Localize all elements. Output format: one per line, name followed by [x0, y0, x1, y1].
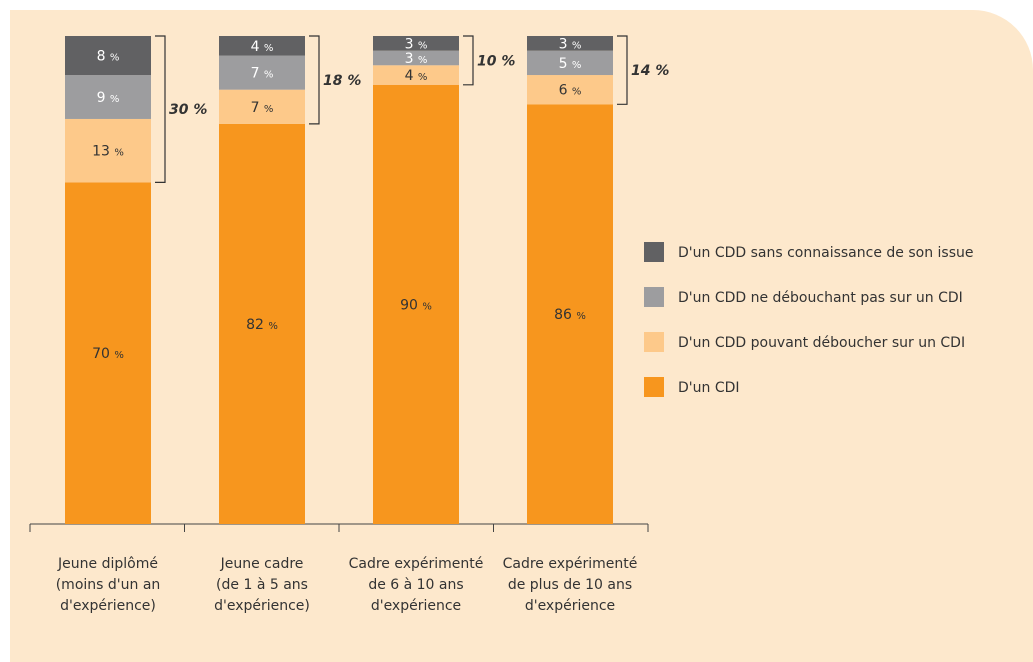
category-label: Jeune diplômé: [57, 556, 158, 572]
bar-segment: [65, 118, 151, 183]
bar-segment: [373, 65, 459, 85]
bar-value-label: 82 %: [246, 317, 278, 333]
category-label: Cadre expérimenté: [349, 556, 484, 572]
bar-value-label: 4 %: [405, 68, 428, 84]
bar-value-label: 90 %: [400, 297, 432, 313]
bracket: [463, 35, 474, 86]
category-label: de plus de 10 ans: [508, 577, 632, 593]
bar-value-label: 3 %: [405, 51, 428, 67]
bar-segment: [527, 36, 613, 51]
category-label: d'expérience: [371, 598, 461, 614]
category-label: Cadre expérimenté: [503, 556, 638, 572]
bar-value-label: 7 %: [251, 66, 274, 82]
bracket-total-label: 18 %: [323, 73, 361, 89]
category-label: de 6 à 10 ans: [368, 577, 463, 593]
bar-value-label: 7 %: [251, 100, 274, 116]
bar-segment: [373, 36, 459, 51]
legend-swatch: [644, 242, 664, 262]
category-label: d'expérience: [525, 598, 615, 614]
bracket: [617, 35, 628, 105]
bracket: [155, 35, 166, 183]
bar-segment: [219, 123, 305, 524]
category-label: d'expérience): [214, 598, 310, 614]
bar-segment: [373, 50, 459, 66]
bar-value-label: 6 %: [559, 83, 582, 99]
bar-segment: [65, 36, 151, 76]
bar-segment: [527, 75, 613, 105]
bar-value-label: 70 %: [92, 346, 124, 362]
category-label: d'expérience): [60, 598, 156, 614]
bar-segment: [219, 36, 305, 56]
legend-swatch: [644, 287, 664, 307]
bar-value-label: 5 %: [559, 56, 582, 72]
bar-segment: [219, 55, 305, 90]
chart-background: [10, 10, 1033, 662]
bar-value-label: 3 %: [559, 36, 582, 52]
bar-value-label: 9 %: [97, 90, 120, 106]
category-label: (moins d'un an: [56, 577, 161, 593]
bar-value-label: 86 %: [554, 307, 586, 323]
bracket: [309, 35, 320, 125]
bar-value-label: 4 %: [251, 39, 274, 55]
bar-value-label: 3 %: [405, 36, 428, 52]
legend-label: D'un CDD sans connaissance de son issue: [678, 245, 973, 261]
legend-label: D'un CDI: [678, 380, 740, 396]
legend-label: D'un CDD pouvant déboucher sur un CDI: [678, 335, 965, 351]
bar-value-label: 13 %: [92, 144, 124, 160]
bar-value-label: 8 %: [97, 49, 120, 65]
legend-label: D'un CDD ne débouchant pas sur un CDI: [678, 290, 963, 306]
bracket-total-label: 30 %: [169, 102, 207, 118]
bar-segment: [65, 182, 151, 524]
legend-swatch: [644, 332, 664, 352]
bar-segment: [373, 84, 459, 525]
bracket-total-label: 14 %: [631, 63, 669, 79]
bar-segment: [527, 104, 613, 524]
legend-swatch: [644, 377, 664, 397]
category-label: (de 1 à 5 ans: [216, 577, 308, 593]
bar-segment: [527, 50, 613, 76]
bar-segment: [219, 89, 305, 124]
bar-segment: [65, 75, 151, 119]
category-label: Jeune cadre: [220, 556, 304, 572]
bracket-total-label: 10 %: [477, 53, 515, 69]
